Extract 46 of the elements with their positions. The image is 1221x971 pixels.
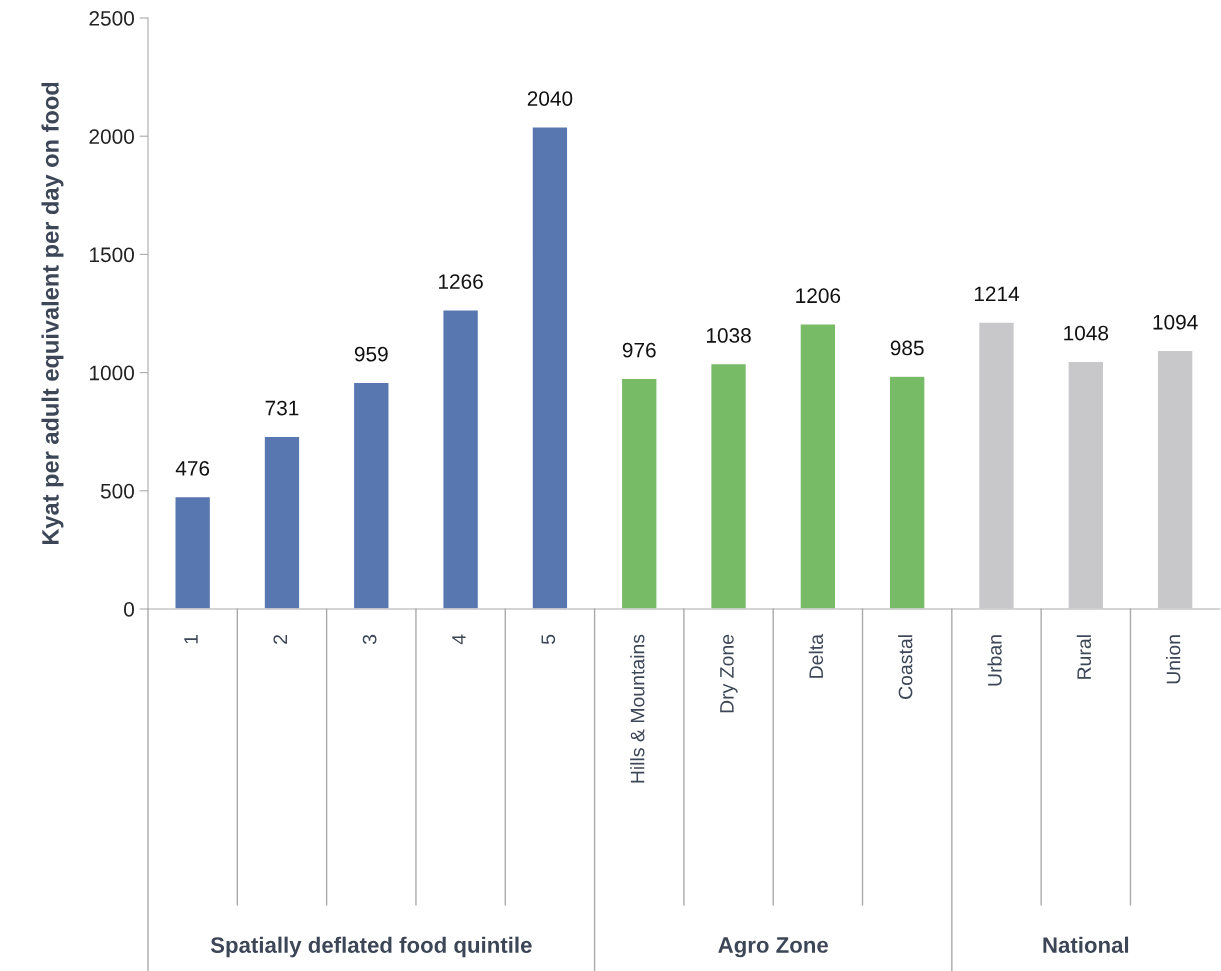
x-tick-label: Delta — [808, 634, 824, 678]
x-tick-label: Coastal — [898, 635, 913, 699]
data-label: 731 — [265, 400, 299, 416]
bar — [531, 126, 569, 609]
x-tick-label: 4 — [452, 634, 466, 645]
data-label: 976 — [622, 342, 656, 358]
text: Agro Zone — [718, 937, 828, 958]
bar — [174, 495, 212, 609]
x-tick-label: Dry Zone — [720, 634, 738, 713]
x-tick-label: 2 — [273, 634, 287, 644]
bar — [977, 321, 1016, 609]
y-tick-label: 0 — [124, 602, 134, 617]
x-tick-label: Union — [1166, 635, 1181, 684]
x-tick-label: Urban — [987, 635, 1002, 686]
x-tick-label: 5 — [541, 634, 556, 645]
data-label: 2040 — [527, 91, 573, 106]
y-axis-title: Kyat per adult equivalent per day on food — [41, 82, 64, 545]
bar — [352, 381, 390, 609]
y-tick-label: 2000 — [89, 129, 134, 144]
y-tick-label: 2500 — [89, 11, 134, 26]
data-label: 1214 — [974, 286, 1020, 302]
bar — [442, 309, 480, 609]
x-tick-label: Hills & Mountains — [630, 634, 645, 783]
data-label: 1038 — [706, 328, 751, 343]
text: National — [1043, 936, 1129, 953]
bar — [888, 375, 926, 609]
bar — [799, 323, 837, 609]
data-label: 1048 — [1064, 325, 1109, 341]
y-tick-label: 1500 — [90, 247, 134, 263]
data-label: 1266 — [439, 274, 483, 289]
data-label: 1206 — [796, 288, 841, 304]
y-tick-label: 500 — [100, 483, 134, 499]
bar — [1067, 360, 1105, 609]
x-tick-label: Rural — [1076, 635, 1092, 679]
x-tick-label: 3 — [362, 634, 377, 645]
data-label: 985 — [890, 340, 924, 356]
x-tick-label: 1 — [184, 634, 198, 644]
bar — [620, 377, 658, 609]
bar — [263, 435, 301, 609]
y-tick-label: 1000 — [90, 365, 134, 381]
data-label: 476 — [175, 460, 210, 476]
data-label: 959 — [354, 346, 388, 362]
data-label: 1094 — [1153, 314, 1198, 330]
bar — [709, 362, 748, 609]
bar — [1156, 349, 1194, 609]
text: Spatially deflated food quintile — [210, 936, 532, 958]
